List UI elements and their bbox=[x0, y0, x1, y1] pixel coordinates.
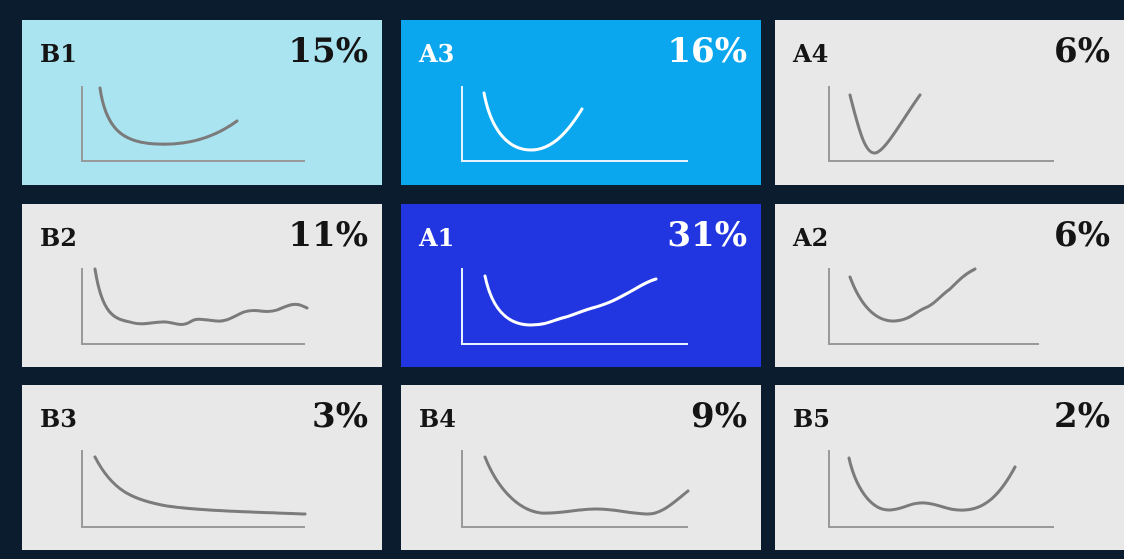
curve-chart bbox=[828, 86, 1054, 162]
axes bbox=[81, 86, 305, 162]
curve-line bbox=[93, 267, 309, 326]
curve-line bbox=[482, 91, 584, 152]
curve-line bbox=[847, 456, 1017, 512]
tile-percent: 3% bbox=[312, 396, 368, 436]
curve-line bbox=[483, 455, 690, 516]
tile-b4: B4 9% bbox=[401, 385, 761, 550]
axes bbox=[81, 450, 305, 528]
curve-line bbox=[483, 274, 658, 327]
curve-chart bbox=[461, 86, 688, 162]
curve-chart bbox=[828, 450, 1054, 528]
axes bbox=[828, 268, 1039, 345]
axes bbox=[81, 268, 305, 345]
tile-b3: B3 3% bbox=[22, 385, 382, 550]
curve-chart bbox=[81, 267, 309, 345]
axes bbox=[461, 86, 688, 162]
tile-b5: B5 2% bbox=[775, 385, 1124, 550]
tile-a2: A2 6% bbox=[775, 204, 1124, 367]
tile-b1: B1 15% bbox=[22, 20, 382, 185]
tile-percent: 6% bbox=[1054, 215, 1110, 255]
tile-label: A1 bbox=[419, 223, 455, 252]
tile-percent: 16% bbox=[667, 31, 747, 71]
tile-label: B1 bbox=[40, 39, 77, 68]
axes bbox=[461, 450, 688, 528]
tile-a4: A4 6% bbox=[775, 20, 1124, 185]
tile-percent: 11% bbox=[288, 215, 368, 255]
axes bbox=[828, 86, 1054, 162]
curve-chart bbox=[81, 86, 305, 162]
tile-label: A3 bbox=[419, 39, 455, 68]
tile-label: A2 bbox=[793, 223, 829, 252]
tile-a3: A3 16% bbox=[401, 20, 761, 185]
tile-percent: 2% bbox=[1054, 396, 1110, 436]
tile-b2: B2 11% bbox=[22, 204, 382, 367]
curve-chart bbox=[461, 268, 688, 345]
axes bbox=[828, 450, 1054, 528]
curve-chart bbox=[461, 450, 690, 528]
axes bbox=[461, 268, 688, 345]
tile-a1: A1 31% bbox=[401, 204, 761, 367]
curve-line bbox=[93, 455, 307, 516]
tile-label: B5 bbox=[793, 404, 830, 433]
tile-label: A4 bbox=[793, 39, 829, 68]
curve-chart bbox=[828, 267, 1039, 345]
tile-label: B2 bbox=[40, 223, 77, 252]
tile-percent: 9% bbox=[691, 396, 747, 436]
tile-percent: 31% bbox=[667, 215, 747, 255]
curve-chart bbox=[81, 450, 307, 528]
curve-line bbox=[848, 267, 977, 323]
tile-percent: 15% bbox=[288, 31, 368, 71]
curve-line bbox=[98, 86, 239, 146]
curve-line bbox=[848, 93, 922, 155]
tile-percent: 6% bbox=[1054, 31, 1110, 71]
tile-label: B4 bbox=[419, 404, 456, 433]
tile-label: B3 bbox=[40, 404, 77, 433]
